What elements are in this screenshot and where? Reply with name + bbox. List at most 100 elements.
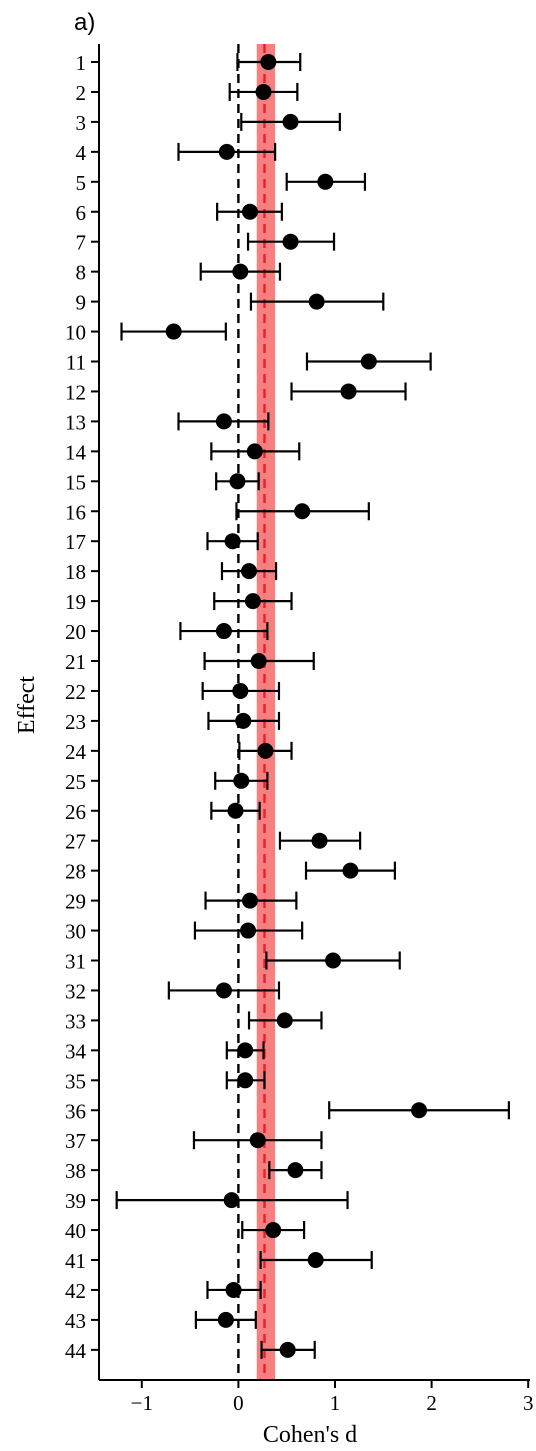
effect-row	[210, 442, 301, 461]
effect-point	[227, 802, 244, 819]
y-tick-label: 10	[65, 321, 86, 345]
effect-point	[255, 83, 272, 100]
effect-row	[246, 232, 336, 251]
effect-point	[360, 353, 377, 370]
effect-row	[268, 1161, 323, 1180]
effect-row	[167, 981, 281, 1000]
effect-point	[244, 593, 261, 610]
y-tick-label: 3	[76, 111, 87, 135]
effect-row	[241, 1221, 306, 1240]
y-tick-label: 30	[65, 920, 86, 944]
effect-point	[307, 1252, 324, 1268]
x-tick-label: 1	[330, 1391, 341, 1415]
y-tick-label: 18	[65, 560, 86, 584]
effect-row	[206, 532, 259, 551]
y-tick-label: 12	[65, 380, 86, 404]
effect-row	[240, 112, 341, 131]
y-tick-label: 35	[65, 1069, 86, 1093]
effect-point	[233, 772, 250, 789]
effect-row	[206, 1280, 262, 1299]
effect-row	[214, 771, 269, 790]
y-tick-label: 27	[65, 830, 86, 854]
effect-point	[215, 623, 232, 640]
y-tick-label: 28	[65, 860, 86, 884]
y-tick-label: 29	[65, 890, 86, 914]
y-axis-title: Effect	[14, 676, 40, 735]
y-tick-label: 7	[76, 231, 87, 255]
y-tick-label: 40	[65, 1219, 86, 1243]
effect-row	[203, 652, 315, 670]
y-tick-label: 11	[66, 351, 86, 375]
effect-row	[220, 562, 278, 581]
axes-layer: −1 0 1 2 31234567891011121314151617181920212…	[65, 44, 533, 1415]
effect-point	[340, 383, 357, 400]
y-tick-label: 43	[65, 1309, 86, 1333]
x-axis-title: Cohen's d	[263, 1422, 357, 1448]
effect-point	[237, 1072, 254, 1089]
effect-row	[194, 1310, 257, 1329]
y-tick-label: 24	[65, 740, 87, 764]
y-tick-label: 21	[65, 650, 86, 674]
effect-row	[249, 292, 385, 311]
effect-point	[241, 892, 258, 909]
effect-row	[207, 711, 281, 730]
effect-point	[241, 203, 258, 220]
y-tick-label: 44	[65, 1339, 87, 1363]
effect-point	[240, 922, 257, 939]
effect-point	[282, 113, 299, 130]
effect-point	[215, 982, 232, 999]
effect-point	[317, 173, 334, 190]
effect-row	[225, 1071, 266, 1090]
x-tick-label: 0	[233, 1391, 244, 1415]
y-tick-label: 2	[76, 81, 87, 105]
effect-point	[282, 233, 299, 250]
effect-point	[257, 742, 274, 759]
panel-label: a)	[74, 9, 95, 36]
y-tick-label: 8	[76, 261, 87, 285]
effect-point	[260, 54, 277, 70]
effect-row	[179, 622, 269, 641]
y-tick-label: 15	[65, 470, 86, 494]
effect-point	[218, 143, 235, 160]
y-tick-label: 23	[65, 710, 86, 734]
effect-row	[115, 1191, 349, 1210]
effect-point	[294, 503, 311, 520]
y-tick-label: 4	[76, 141, 87, 165]
effect-row	[216, 202, 283, 221]
effect-point	[279, 1341, 296, 1358]
y-tick-label: 25	[65, 770, 86, 794]
y-tick-label: 19	[65, 590, 86, 614]
effect-point	[225, 1281, 242, 1298]
reference-lines-layer	[237, 44, 266, 1380]
effect-row	[204, 891, 298, 910]
effect-point	[224, 533, 241, 550]
y-tick-label: 26	[65, 800, 86, 824]
y-tick-label: 17	[65, 530, 86, 554]
x-tick-label: −1	[131, 1391, 153, 1415]
effect-point	[250, 653, 267, 669]
effect-row	[228, 82, 299, 101]
y-tick-label: 32	[65, 979, 86, 1003]
y-tick-label: 9	[76, 291, 87, 315]
effect-row	[192, 1131, 323, 1150]
y-tick-label: 13	[65, 410, 86, 434]
effect-row	[120, 322, 227, 341]
x-tick-label: 3	[523, 1391, 534, 1415]
effect-point	[232, 263, 249, 280]
y-tick-label: 31	[65, 950, 86, 974]
effect-row	[260, 1340, 316, 1359]
effect-row	[177, 142, 277, 161]
effect-point	[276, 1012, 293, 1029]
effects-layer	[115, 53, 510, 1359]
y-tick-label: 37	[65, 1129, 86, 1153]
effect-point	[215, 413, 232, 430]
x-tick-label: 2	[426, 1391, 437, 1415]
effect-point	[241, 563, 258, 580]
y-tick-label: 5	[76, 171, 87, 195]
effect-point	[237, 1042, 254, 1059]
effect-row	[215, 472, 260, 491]
effect-point	[235, 712, 252, 729]
y-tick-label: 38	[65, 1159, 86, 1183]
effect-point	[325, 952, 342, 969]
effect-point	[308, 293, 325, 310]
